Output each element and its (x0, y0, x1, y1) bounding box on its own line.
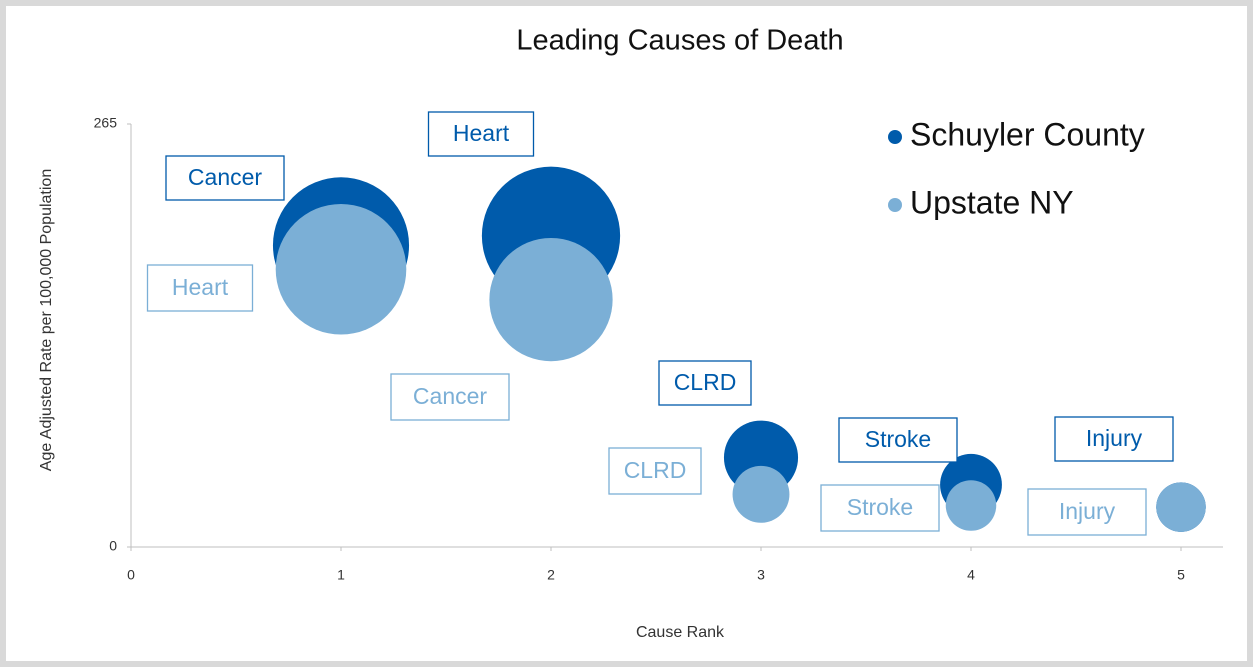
x-tick-label: 0 (127, 567, 135, 583)
label-box (1027, 488, 1147, 536)
label-box (658, 360, 752, 406)
bubble (1156, 482, 1206, 532)
legend-marker (888, 130, 902, 144)
data-label: Cancer (413, 383, 487, 409)
label-box (390, 373, 510, 421)
x-tick-label: 2 (547, 567, 555, 583)
label-box (1054, 416, 1174, 462)
label-box (427, 111, 535, 157)
x-tick-label: 4 (967, 567, 975, 583)
legend-label: Schuyler County (910, 116, 1145, 152)
data-label: CLRD (624, 457, 687, 483)
bubble (945, 480, 997, 531)
x-tick-label: 3 (757, 567, 765, 583)
data-label: Heart (172, 274, 229, 300)
data-label: CLRD (674, 369, 737, 395)
label-box (820, 484, 940, 532)
label-box (165, 155, 285, 201)
data-label: Injury (1059, 498, 1116, 524)
x-axis-label: Cause Rank (636, 624, 725, 641)
y-tick-label: 265 (94, 115, 118, 131)
legend-label: Upstate NY (910, 184, 1074, 220)
data-label: Stroke (865, 426, 931, 452)
data-label: Cancer (188, 164, 262, 190)
label-box (146, 264, 254, 312)
chart-title: Leading Causes of Death (516, 25, 843, 57)
label-box (608, 447, 702, 495)
bubble (732, 465, 790, 523)
legend-marker (888, 198, 902, 212)
x-tick-label: 1 (337, 567, 345, 583)
y-axis-label: Age Adjusted Rate per 100,000 Population (38, 169, 55, 471)
y-tick-label: 0 (109, 538, 117, 554)
data-label: Injury (1086, 425, 1143, 451)
bubble (275, 203, 407, 335)
x-tick-label: 5 (1177, 567, 1185, 583)
bubble (489, 237, 613, 362)
data-label: Stroke (847, 494, 913, 520)
label-box (838, 417, 958, 463)
data-label: Heart (453, 120, 510, 146)
